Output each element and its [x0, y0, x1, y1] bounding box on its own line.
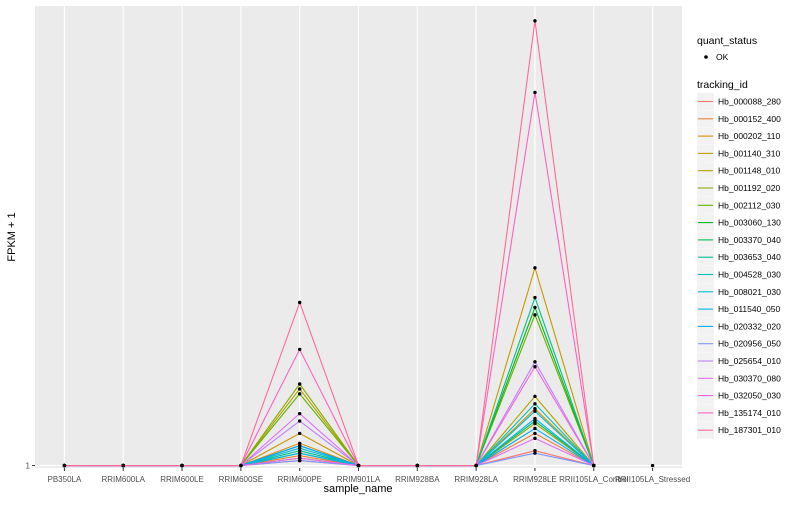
legend-label-Hb_003370_040: Hb_003370_040	[718, 235, 781, 245]
data-point	[297, 419, 302, 423]
data-point	[297, 449, 302, 453]
legend-label-Hb_004528_030: Hb_004528_030	[718, 270, 781, 280]
legend-label-Hb_011540_050: Hb_011540_050	[718, 304, 781, 314]
data-point	[533, 90, 537, 95]
legend-label-Hb_002112_030: Hb_002112_030	[718, 200, 781, 210]
data-point	[533, 266, 537, 270]
data-point	[592, 463, 596, 468]
data-point	[239, 463, 243, 468]
y-tick-label: 1	[26, 462, 31, 471]
legend-label-Hb_025654_010: Hb_025654_010	[718, 356, 781, 366]
data-point	[533, 407, 537, 411]
data-point	[533, 295, 537, 300]
legend-quant-status-title: quant_status	[697, 35, 757, 47]
data-point	[415, 463, 420, 468]
y-axis-title: FPKM + 1	[6, 212, 18, 261]
data-point	[533, 394, 537, 399]
data-point	[297, 411, 302, 416]
data-point	[533, 305, 537, 310]
data-point	[533, 449, 537, 453]
data-point	[297, 456, 302, 460]
x-axis: PB350LA RRIM600LA RRIM600LE RRIM600SE RRIM60…	[48, 468, 690, 484]
x-tick-label: RRIM600LE	[160, 475, 204, 484]
data-point	[297, 431, 302, 436]
legend-label-Hb_000088_280: Hb_000088_280	[718, 97, 781, 107]
data-point	[533, 419, 537, 423]
legend-label-Hb_032050_030: Hb_032050_030	[718, 391, 781, 401]
data-point	[180, 463, 184, 468]
legend-tracking-id-title: tracking_id	[697, 79, 748, 91]
data-point	[297, 451, 302, 455]
data-point	[533, 416, 537, 421]
data-point	[533, 436, 537, 441]
legend-label-Hb_000152_400: Hb_000152_400	[718, 114, 781, 124]
data-points	[62, 19, 655, 468]
data-point	[297, 347, 302, 352]
x-tick-label: RRIM928LA	[454, 475, 498, 484]
x-tick-label: RRIM600SE	[219, 475, 263, 484]
data-point	[297, 387, 302, 391]
data-point	[533, 313, 537, 317]
data-point	[297, 446, 302, 450]
series-lines	[64, 20, 595, 467]
x-tick-label: RRIM901LA	[337, 475, 381, 484]
y-axis: 1	[26, 462, 35, 471]
data-point	[533, 19, 537, 23]
data-point	[297, 392, 302, 396]
data-point	[533, 421, 537, 426]
data-point	[533, 426, 537, 431]
data-point	[356, 463, 361, 468]
legend-label-Hb_008021_030: Hb_008021_030	[718, 287, 781, 297]
grid-lines	[35, 6, 682, 468]
x-tick-label: RRII105LA_Stressed	[615, 475, 690, 484]
data-point	[121, 463, 125, 468]
data-point	[297, 453, 302, 458]
data-point	[297, 444, 302, 448]
legend-label-Hb_003060_130: Hb_003060_130	[718, 218, 781, 228]
legend-label-Hb_001192_020: Hb_001192_020	[718, 183, 781, 193]
legend-label-Hb_135174_010: Hb_135174_010	[718, 408, 781, 418]
legend-label-Hb_000202_110: Hb_000202_110	[718, 131, 781, 141]
data-point	[62, 463, 67, 468]
data-point	[533, 431, 537, 436]
x-tick-label: RRIM928BA	[395, 475, 440, 484]
legend-label-Hb_003653_040: Hb_003653_040	[718, 252, 781, 262]
legend-quant-status: quant_status OK	[697, 35, 757, 62]
x-tick-label: RRII105LA_Control	[559, 475, 629, 484]
data-point	[533, 365, 537, 369]
data-point	[533, 360, 537, 364]
data-point	[650, 463, 655, 468]
legend-ok-label: OK	[716, 52, 729, 62]
data-point	[297, 458, 302, 463]
data-point	[297, 382, 302, 386]
series-line-Hb_187301_010	[64, 20, 595, 467]
x-tick-label: RRIM600PE	[277, 475, 321, 484]
legend-tracking-id: tracking_id Hb_000088_280 Hb_000152_400 Hb…	[697, 79, 781, 439]
data-point	[533, 409, 537, 413]
legend-label-Hb_001148_010: Hb_001148_010	[718, 166, 781, 176]
x-tick-label: PB350LA	[48, 475, 82, 484]
x-tick-label: RRIM600LA	[101, 475, 145, 484]
data-point	[474, 463, 478, 468]
legend-label-Hb_187301_010: Hb_187301_010	[718, 425, 781, 435]
x-tick-label: RRIM928LE	[513, 475, 557, 484]
legend-label-Hb_001140_310: Hb_001140_310	[718, 148, 781, 158]
legend-label-Hb_020956_050: Hb_020956_050	[718, 339, 781, 349]
legend-label-Hb_030370_080: Hb_030370_080	[718, 373, 781, 383]
data-point	[533, 451, 537, 455]
data-point	[297, 441, 302, 445]
x-axis-title: sample_name	[323, 483, 392, 495]
legend-label-Hb_020332_020: Hb_020332_020	[718, 321, 781, 331]
data-point	[533, 402, 537, 406]
data-point	[297, 300, 302, 305]
legend-ok-key	[704, 55, 708, 59]
